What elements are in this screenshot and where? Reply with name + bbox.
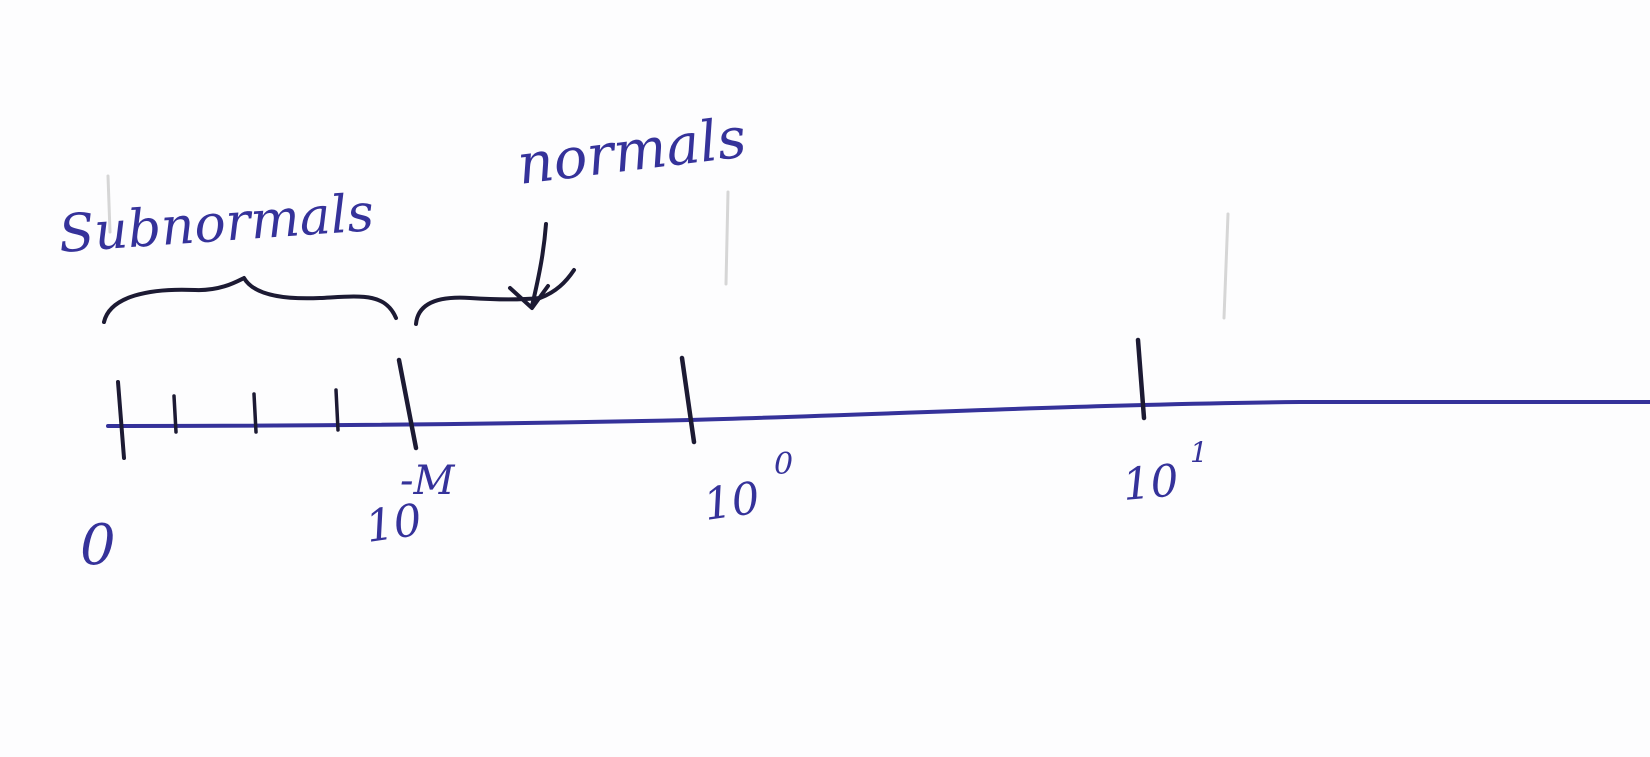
- tick-label-ten-minus-m-base: 10: [362, 495, 425, 553]
- tick-label-ten-one: 10 1: [1121, 436, 1208, 511]
- faint-guide-2: [724, 190, 730, 286]
- tick-label-zero: 0: [80, 513, 116, 578]
- subnormal-tick-1: [172, 394, 178, 434]
- tick-label-ten-zero-exp: 0: [774, 447, 793, 482]
- tick-label-ten-zero: 10 0: [700, 447, 793, 531]
- normals-arrow-shaft: [530, 222, 548, 308]
- normals-label: normals: [514, 105, 750, 198]
- tick-label-ten-zero-base: 10: [700, 473, 763, 531]
- subnormal-tick-2: [252, 392, 258, 434]
- normals-arrow-head: [508, 284, 550, 310]
- number-line-axis: [106, 399, 1650, 428]
- tick-zero: [116, 380, 126, 460]
- faint-guide-1: [106, 174, 112, 234]
- subnormal-tick-3: [334, 388, 340, 432]
- tick-label-ten-one-base: 10: [1121, 455, 1181, 511]
- tick-label-ten-one-exp: 1: [1190, 436, 1208, 469]
- faint-guide-marks: [106, 174, 1230, 320]
- subnormal-ticks: [172, 388, 340, 434]
- tick-ten-one: [1135, 337, 1147, 421]
- tick-ten-zero: [679, 355, 697, 445]
- tick-label-ten-minus-m: 10 -M: [362, 458, 455, 553]
- subnormal-brace: [102, 276, 398, 324]
- subnormals-label: Subnormals: [57, 183, 376, 265]
- tick-ten-minus-m: [396, 357, 419, 451]
- normals-curve: [414, 268, 576, 326]
- tick-label-ten-minus-m-exp: -M: [400, 458, 456, 504]
- faint-guide-3: [1222, 212, 1230, 320]
